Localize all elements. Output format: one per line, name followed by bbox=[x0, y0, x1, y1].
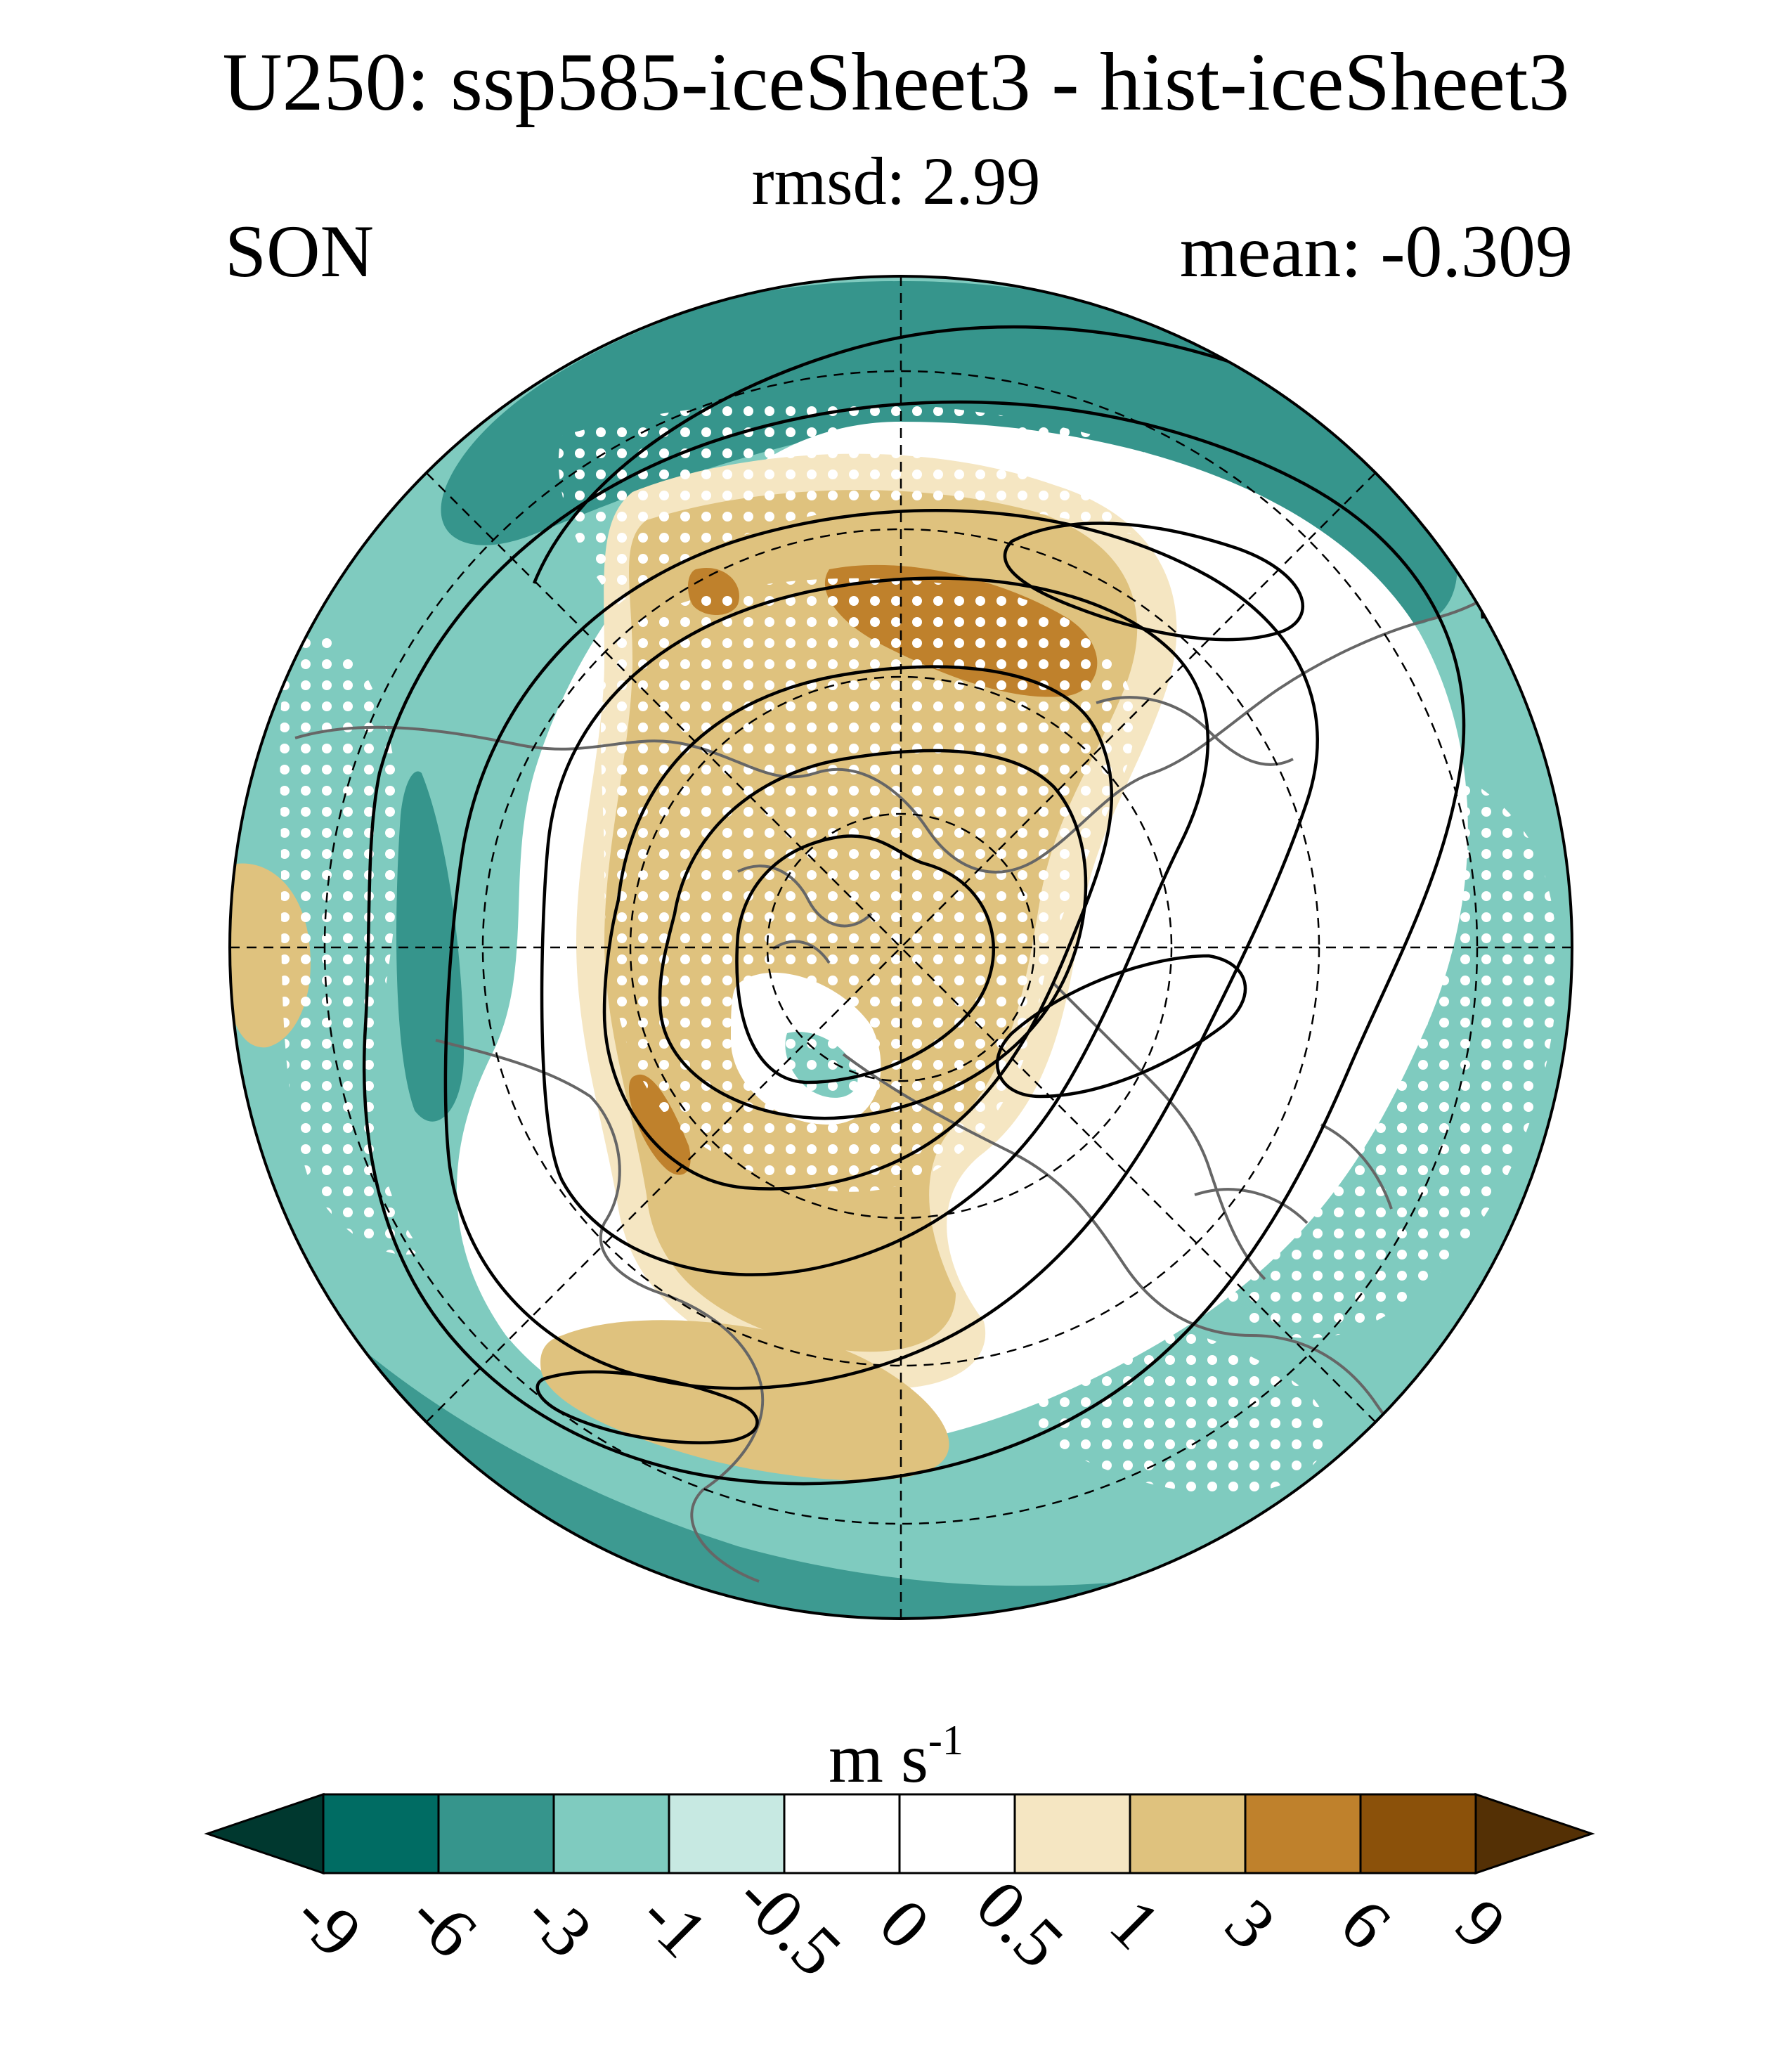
graticule bbox=[230, 276, 1572, 1619]
colorbar-tick-label: -9 bbox=[280, 1876, 377, 1972]
stipple-southeast bbox=[1014, 1317, 1327, 1494]
contours bbox=[362, 325, 1485, 1486]
field-neg-band-north bbox=[441, 281, 1457, 626]
colorbar-box bbox=[437, 1793, 555, 1874]
units-base: m s bbox=[829, 1719, 928, 1797]
map-boundary bbox=[228, 275, 1573, 1620]
stipple-center bbox=[601, 578, 1135, 1192]
stipple-north bbox=[558, 401, 1336, 604]
rmsd-label: rmsd: 2.99 bbox=[751, 143, 1041, 219]
colorbar-left-arrow bbox=[204, 1792, 325, 1875]
colorbar-right-arrow bbox=[1474, 1792, 1595, 1875]
mean-label: mean: -0.309 bbox=[1179, 210, 1573, 292]
colorbar-tick-label: 1 bbox=[1096, 1884, 1176, 1964]
colorbar-tick-label: 0 bbox=[865, 1884, 945, 1964]
colorbar: -9 -6 -3 -1 -0.5 0 0.5 1 3 6 9 bbox=[204, 1792, 1595, 1991]
colorbar-box bbox=[898, 1793, 1016, 1874]
stipple-west bbox=[280, 630, 422, 1255]
colorbar-box bbox=[1129, 1793, 1247, 1874]
colorbar-box bbox=[783, 1793, 901, 1874]
plot-title: U250: ssp585-iceSheet3 - hist-iceSheet3 bbox=[222, 36, 1570, 128]
units-label: m s-1 bbox=[0, 1719, 1792, 1794]
colorbar-tick-label: 3 bbox=[1211, 1884, 1291, 1964]
colorbar-box bbox=[1244, 1793, 1362, 1874]
units-exponent: -1 bbox=[928, 1717, 963, 1763]
colorbar-box bbox=[1359, 1793, 1477, 1874]
colorbar-tick-label: -3 bbox=[511, 1876, 607, 1972]
colorbar-tick-label: 6 bbox=[1326, 1884, 1406, 1964]
colorbar-tick-label: -6 bbox=[396, 1876, 492, 1972]
season-label: SON bbox=[225, 210, 375, 292]
colorbar-tick-label: 0.5 bbox=[961, 1865, 1079, 1983]
colorbar-tick-label: -0.5 bbox=[722, 1857, 856, 1990]
colorbar-box bbox=[1013, 1793, 1131, 1874]
colorbar-tick-label: 9 bbox=[1441, 1884, 1521, 1964]
colorbar-box bbox=[668, 1793, 786, 1874]
field-pos-south-lobe bbox=[540, 1320, 949, 1481]
colorbar-tick-label: -1 bbox=[626, 1876, 722, 1972]
field-pos-core-3 bbox=[629, 1074, 691, 1175]
stipple-east bbox=[1209, 759, 1558, 1338]
colorbar-box bbox=[552, 1793, 670, 1874]
colorbar-box bbox=[322, 1793, 440, 1874]
